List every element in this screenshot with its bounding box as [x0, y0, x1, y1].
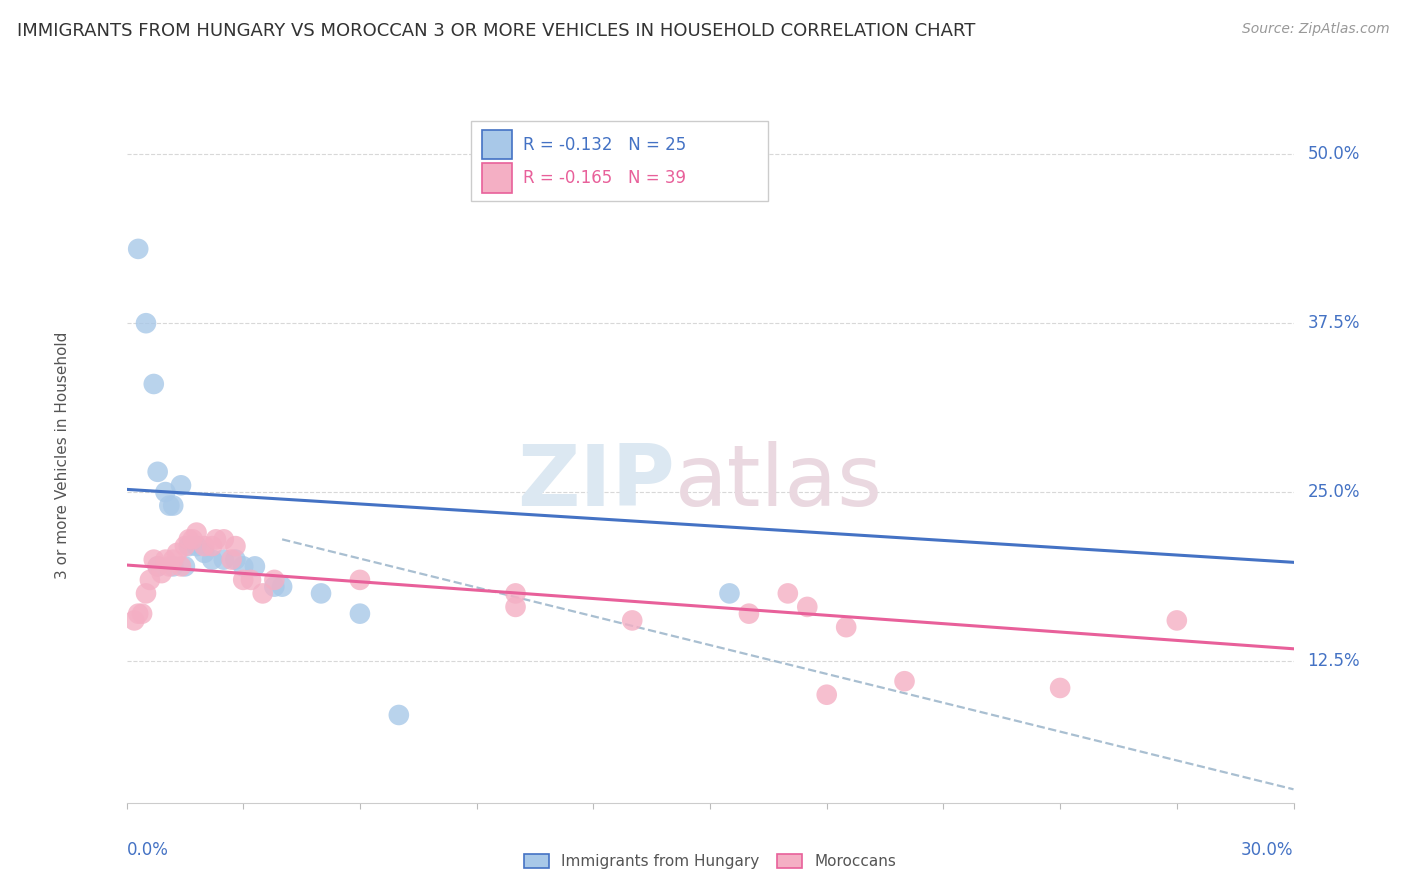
Point [718, 586, 741, 600]
Point [243, 559, 266, 574]
Point [146, 559, 169, 574]
Point [796, 599, 818, 614]
Point [1166, 614, 1188, 628]
Point [170, 559, 193, 574]
Text: R = -0.132   N = 25: R = -0.132 N = 25 [523, 136, 686, 153]
Point [893, 674, 915, 689]
Point [505, 599, 527, 614]
Point [186, 525, 208, 540]
Text: ZIP: ZIP [517, 442, 675, 524]
Point [146, 465, 169, 479]
Point [201, 552, 224, 566]
Text: R = -0.165   N = 39: R = -0.165 N = 39 [523, 169, 686, 187]
Point [127, 242, 149, 256]
Point [835, 620, 858, 634]
Point [309, 586, 332, 600]
Point [155, 485, 177, 500]
Point [263, 573, 285, 587]
Text: 50.0%: 50.0% [1308, 145, 1360, 163]
Point [150, 566, 173, 581]
Text: 37.5%: 37.5% [1308, 314, 1360, 332]
Point [135, 586, 157, 600]
Point [388, 708, 411, 723]
FancyBboxPatch shape [482, 130, 512, 159]
Point [224, 552, 246, 566]
Text: 30.0%: 30.0% [1241, 841, 1294, 859]
Point [170, 478, 193, 492]
Point [263, 580, 285, 594]
Point [142, 552, 165, 566]
Point [174, 559, 197, 574]
Point [1049, 681, 1071, 695]
Point [271, 580, 294, 594]
Point [349, 607, 371, 621]
Text: 3 or more Vehicles in Household: 3 or more Vehicles in Household [55, 331, 70, 579]
Point [177, 533, 200, 547]
Text: 0.0%: 0.0% [127, 841, 169, 859]
Point [127, 607, 149, 621]
Point [776, 586, 799, 600]
Point [221, 552, 243, 566]
FancyBboxPatch shape [482, 163, 512, 193]
Point [142, 376, 165, 391]
Point [139, 573, 162, 587]
Point [181, 533, 204, 547]
Point [815, 688, 838, 702]
Text: IMMIGRANTS FROM HUNGARY VS MOROCCAN 3 OR MORE VEHICLES IN HOUSEHOLD CORRELATION : IMMIGRANTS FROM HUNGARY VS MOROCCAN 3 OR… [17, 22, 976, 40]
Text: Source: ZipAtlas.com: Source: ZipAtlas.com [1241, 22, 1389, 37]
Point [162, 552, 184, 566]
Point [252, 586, 274, 600]
Text: 12.5%: 12.5% [1308, 652, 1360, 670]
Point [505, 586, 527, 600]
Point [212, 533, 235, 547]
Point [174, 539, 197, 553]
Point [177, 539, 200, 553]
Point [155, 552, 177, 566]
Point [232, 559, 254, 574]
Point [193, 539, 215, 553]
Legend: Immigrants from Hungary, Moroccans: Immigrants from Hungary, Moroccans [517, 848, 903, 875]
Point [232, 573, 254, 587]
Point [212, 552, 235, 566]
Point [146, 559, 169, 574]
Point [135, 316, 157, 330]
Point [738, 607, 761, 621]
Point [157, 499, 180, 513]
Point [157, 559, 180, 574]
Point [201, 539, 224, 553]
Point [224, 539, 246, 553]
Point [621, 614, 644, 628]
Text: 25.0%: 25.0% [1308, 483, 1360, 501]
Point [240, 573, 263, 587]
Point [193, 546, 215, 560]
Point [131, 607, 153, 621]
Point [205, 533, 228, 547]
Point [162, 559, 184, 574]
Point [162, 499, 184, 513]
Point [124, 614, 146, 628]
Point [349, 573, 371, 587]
FancyBboxPatch shape [471, 121, 768, 201]
Text: atlas: atlas [675, 442, 883, 524]
Point [186, 539, 208, 553]
Point [166, 546, 188, 560]
